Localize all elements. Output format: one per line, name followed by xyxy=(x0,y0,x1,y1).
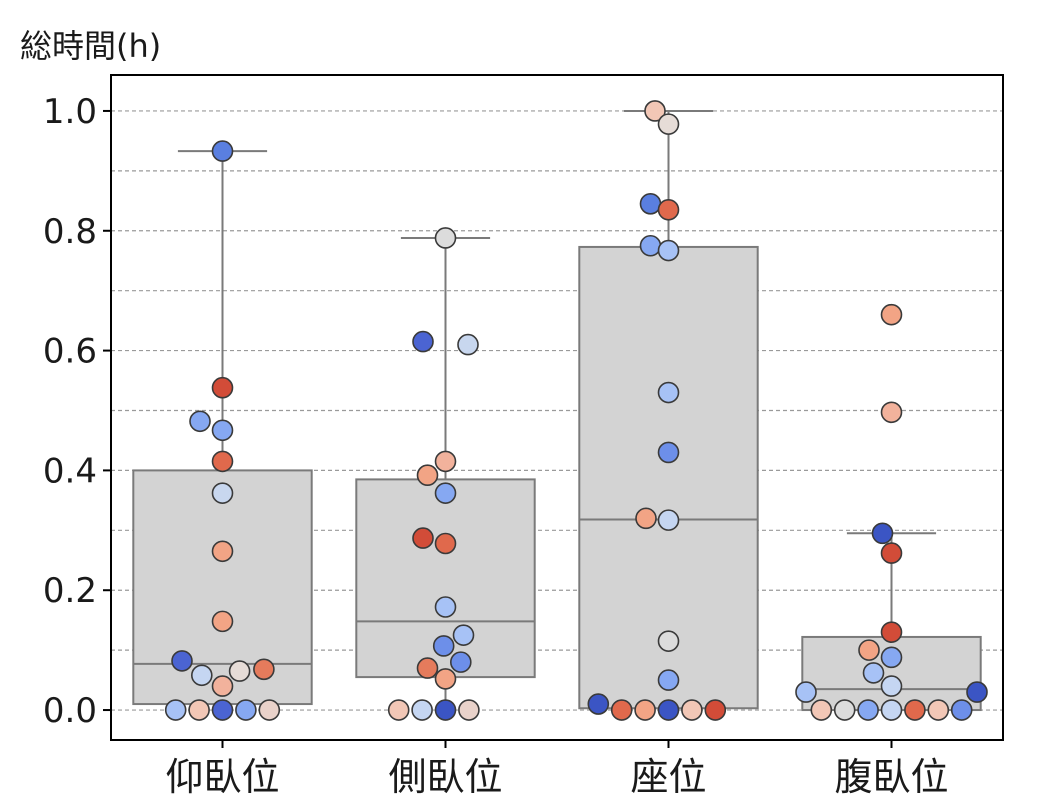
data-point xyxy=(211,376,234,399)
data-point xyxy=(434,482,457,504)
data-point xyxy=(644,100,666,122)
data-point xyxy=(639,193,662,215)
data-point xyxy=(904,699,926,721)
data-point xyxy=(434,450,457,473)
y-axis-title: 総時間(h) xyxy=(20,27,161,65)
data-point xyxy=(657,699,680,721)
data-point xyxy=(434,532,457,555)
x-tick-label: 腹臥位 xyxy=(834,755,948,799)
data-point xyxy=(587,693,610,715)
data-point xyxy=(657,113,680,135)
data-point xyxy=(610,699,633,721)
data-point xyxy=(927,699,950,721)
data-point xyxy=(880,699,903,721)
data-point xyxy=(880,401,903,424)
data-point xyxy=(211,699,234,721)
y-tick-label: 0.6 xyxy=(43,332,97,372)
data-point xyxy=(434,227,457,249)
data-point xyxy=(211,140,234,162)
x-tick-label: 座位 xyxy=(630,755,706,799)
data-point xyxy=(457,333,479,356)
data-point xyxy=(880,303,903,326)
data-point xyxy=(434,699,457,721)
y-tick-label: 0.0 xyxy=(43,691,97,731)
data-point xyxy=(657,630,680,652)
data-point xyxy=(211,540,234,563)
x-tick-label: 仰臥位 xyxy=(165,755,279,799)
data-point xyxy=(862,662,885,684)
data-point xyxy=(635,507,657,530)
data-point xyxy=(434,668,457,690)
y-tick-label: 0.2 xyxy=(43,571,97,611)
data-point xyxy=(634,699,656,721)
box-body xyxy=(132,469,313,706)
data-point xyxy=(657,239,680,262)
data-point xyxy=(164,699,187,721)
data-point xyxy=(211,450,234,473)
data-point xyxy=(657,509,680,531)
data-point xyxy=(871,522,894,545)
data-point xyxy=(681,699,703,721)
box-1 xyxy=(132,150,313,711)
data-point xyxy=(412,330,434,353)
data-point xyxy=(412,527,434,549)
data-point xyxy=(253,658,275,681)
data-points xyxy=(164,100,988,721)
data-point xyxy=(416,464,439,486)
data-point xyxy=(950,699,973,721)
data-point xyxy=(211,675,234,697)
data-point xyxy=(191,664,213,687)
data-point xyxy=(880,646,903,669)
data-point xyxy=(858,639,880,661)
data-point xyxy=(795,681,817,703)
data-point xyxy=(639,234,662,257)
data-point xyxy=(704,699,727,721)
data-point xyxy=(657,198,680,221)
data-point xyxy=(211,482,234,504)
data-point xyxy=(432,635,455,657)
data-point xyxy=(880,675,903,697)
y-tick-label: 1.0 xyxy=(43,92,97,132)
data-point xyxy=(235,699,257,721)
x-tick-label: 側臥位 xyxy=(388,755,502,799)
data-point xyxy=(966,681,988,703)
data-point xyxy=(657,381,680,404)
data-point xyxy=(880,542,903,564)
data-point xyxy=(657,669,680,691)
x-ticks: 仰臥位 側臥位 座位 腹臥位 xyxy=(165,740,949,799)
data-point xyxy=(833,699,856,721)
data-point xyxy=(189,410,211,433)
data-point xyxy=(387,699,410,721)
data-point xyxy=(857,699,879,721)
data-point xyxy=(452,624,475,646)
y-tick-label: 0.4 xyxy=(43,451,97,491)
y-ticks: 0.0 0.2 0.4 0.6 0.8 1.0 xyxy=(43,92,111,731)
data-point xyxy=(657,441,680,464)
y-tick-label: 0.8 xyxy=(43,212,97,252)
data-point xyxy=(211,419,234,442)
data-point xyxy=(434,596,457,618)
data-point xyxy=(171,650,193,672)
data-point xyxy=(228,660,251,682)
data-point xyxy=(258,699,281,721)
data-point xyxy=(411,699,433,721)
data-point xyxy=(880,621,903,643)
data-point xyxy=(458,699,480,721)
plot-frame xyxy=(110,74,1004,741)
data-point xyxy=(449,651,472,673)
data-point xyxy=(416,657,439,679)
data-point xyxy=(188,699,210,721)
data-point xyxy=(810,699,833,721)
data-point xyxy=(211,610,234,633)
